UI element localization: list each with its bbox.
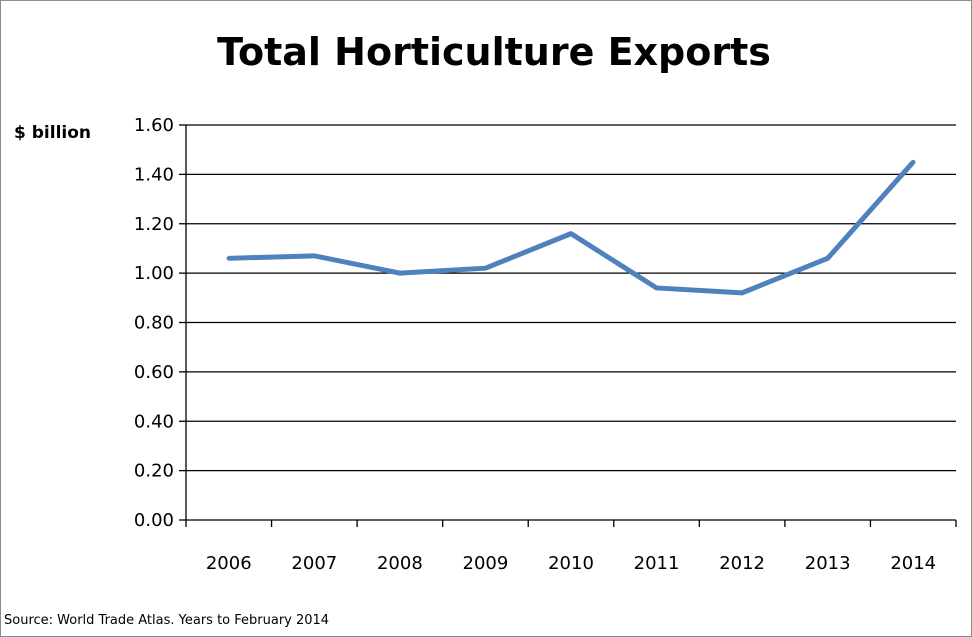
data-point [568, 231, 574, 236]
x-tick-label: 2007 [291, 553, 337, 574]
y-tick-label: 0.60 [134, 362, 174, 383]
y-tick-label: 0.00 [134, 510, 174, 531]
data-point [226, 256, 231, 261]
x-tick-label: 2008 [377, 553, 423, 574]
y-tick-label: 1.00 [134, 263, 174, 284]
data-point [825, 256, 830, 261]
data-point [312, 253, 317, 259]
x-tick-label: 2011 [634, 553, 680, 574]
y-tick-label: 1.60 [134, 115, 174, 136]
x-tick-label: 2013 [805, 553, 851, 574]
chart-title: Total Horticulture Exports [217, 30, 771, 74]
x-tick-label: 2009 [463, 553, 509, 574]
data-point [739, 290, 745, 296]
x-tick-label: 2010 [548, 553, 594, 574]
data-point [397, 270, 403, 276]
y-tick-label: 1.40 [134, 164, 174, 185]
x-tick-label: 2012 [719, 553, 765, 574]
data-point [911, 159, 916, 165]
source-note: Source: World Trade Atlas. Years to Febr… [4, 613, 330, 628]
y-tick-label: 0.40 [134, 411, 174, 432]
y-tick-label: 0.80 [134, 313, 174, 334]
y-axis-label: $ billion [14, 123, 92, 143]
y-tick-label: 0.20 [134, 461, 174, 482]
data-point [483, 265, 488, 271]
x-tick-label: 2006 [206, 553, 252, 574]
y-tick-label: 1.20 [134, 214, 174, 235]
data-point [654, 285, 659, 291]
x-tick-label: 2014 [890, 553, 936, 574]
